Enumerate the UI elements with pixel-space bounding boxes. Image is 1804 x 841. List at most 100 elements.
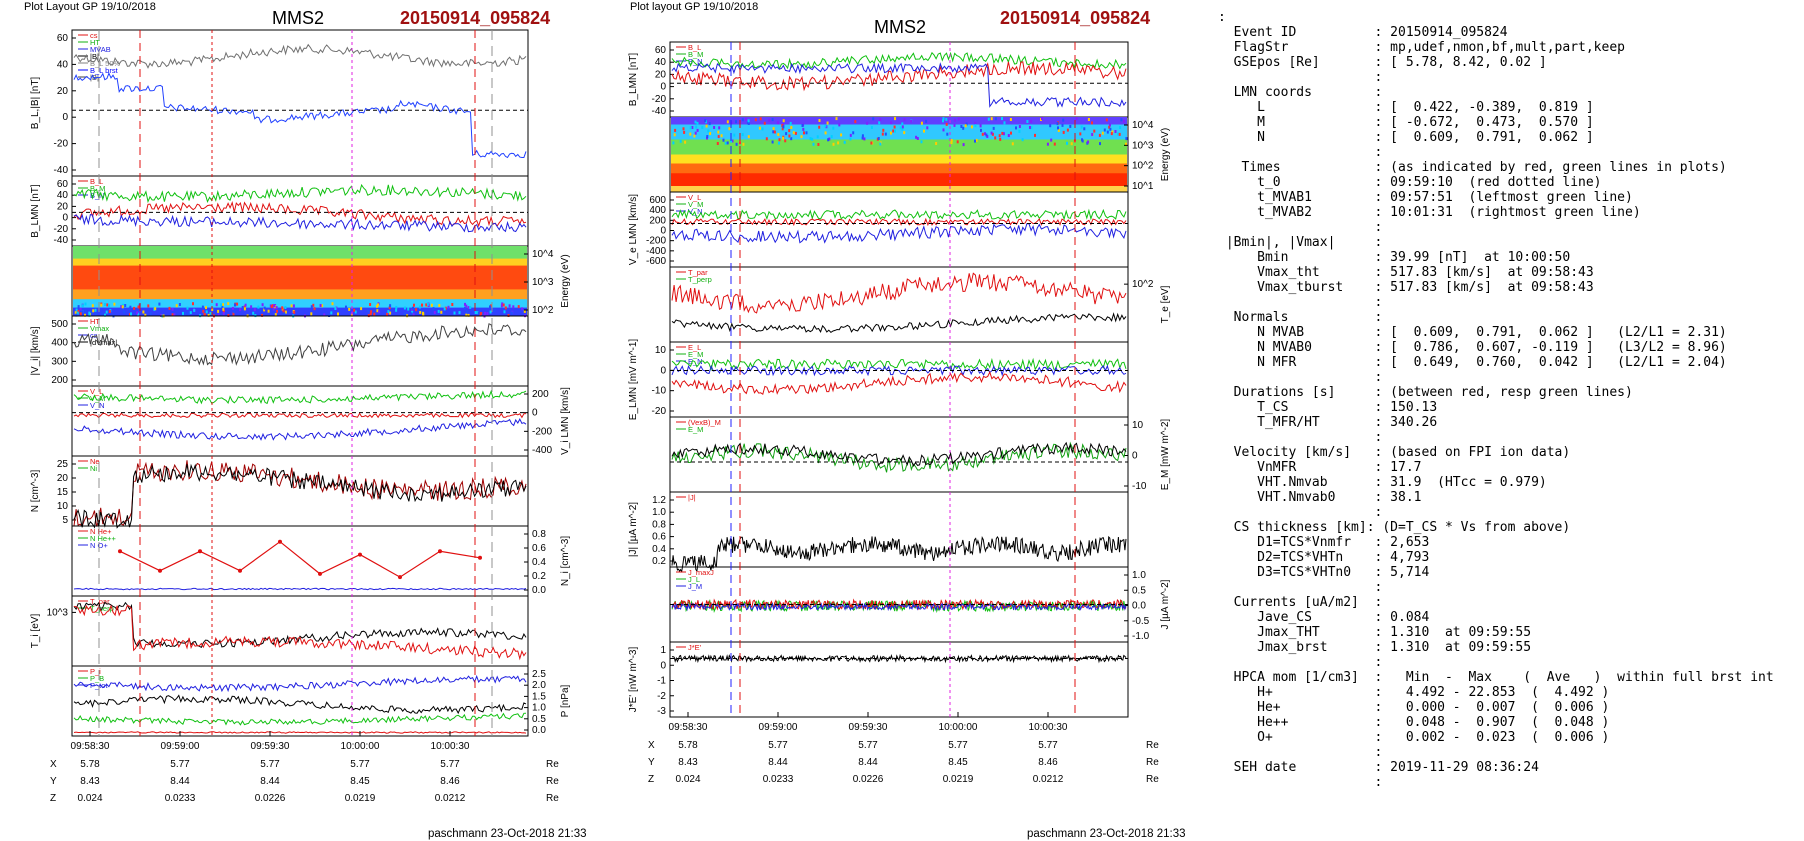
spectrogram-pixel (88, 311, 91, 315)
legend-entry: E_L (688, 343, 701, 352)
x-tick-label: 10:00:30 (1029, 722, 1068, 733)
spectrogram-pixel (840, 133, 843, 137)
spectrogram-pixel (253, 308, 256, 312)
spectrogram-pixel (1111, 130, 1114, 134)
y-tick-label: -400 (646, 246, 666, 257)
legend-entry: cs (90, 331, 98, 340)
y-axis-label: J [µA m^-2] (1160, 579, 1171, 629)
info-line: : (1218, 10, 1226, 25)
spectrogram-pixel (292, 304, 295, 308)
spectrogram-pixel (672, 141, 675, 145)
spectrogram-pixel (222, 307, 225, 311)
spectrogram-pixel (979, 124, 982, 128)
spectrogram-pixel (878, 121, 881, 125)
info-line: t_MVAB1 : 09:57:51 (leftmost green line) (1218, 190, 1633, 205)
spectrogram-pixel (360, 307, 363, 311)
y-tick-label: -10 (1132, 481, 1147, 492)
pos-value: 5.77 (768, 740, 788, 751)
pos-value: 5.77 (858, 740, 878, 751)
y-tick-label: 10^4 (532, 249, 554, 260)
spectrogram-pixel (77, 309, 80, 313)
pos-value: 0.024 (675, 774, 700, 785)
data-trace (73, 731, 527, 734)
spectrogram-pixel (486, 312, 489, 316)
legend-entry: (VexB)_M (688, 418, 721, 427)
info-line: t_MVAB2 : 10:01:31 (rightmost green line… (1218, 205, 1641, 220)
pos-value: 8.46 (1038, 757, 1058, 768)
data-trace (73, 323, 527, 366)
spectrogram-pixel (872, 117, 875, 121)
spectrogram-pixel (782, 136, 785, 140)
info-line: : (1218, 655, 1383, 670)
pos-value: 8.45 (350, 776, 370, 787)
y-tick-label: 25 (57, 459, 69, 470)
spectrogram-pixel (178, 303, 181, 306)
y-tick-label: 500 (51, 319, 68, 330)
spectrogram-pixel (421, 309, 424, 313)
spectrogram-pixel (88, 313, 91, 317)
pos-value: 5.77 (350, 759, 370, 770)
spectrogram-pixel (800, 135, 803, 139)
spectrogram-pixel (778, 138, 781, 142)
spectrogram-pixel (232, 312, 235, 316)
pos-unit: Re (546, 776, 559, 787)
data-trace (671, 312, 1127, 334)
pos-row-label: Y (50, 776, 57, 787)
data-trace (73, 601, 527, 648)
y-tick-label: 400 (649, 205, 666, 216)
spectrogram-pixel (830, 135, 833, 139)
spectrogram-pixel (81, 304, 84, 308)
spectrogram-pixel (1098, 133, 1101, 137)
y-axis-label: B_L,|B| [nT] (30, 77, 41, 130)
left-footer: paschmann 23-Oct-2018 21:33 (428, 828, 587, 840)
spectrogram-pixel (1070, 142, 1073, 146)
spectrogram-pixel (695, 125, 698, 129)
spectrogram-pixel (794, 131, 797, 135)
spectrogram-pixel (310, 312, 313, 316)
info-line: D3=TCS*VHTn0 : 5,714 (1218, 565, 1430, 580)
legend-entry: B_M (688, 50, 703, 59)
spectrogram-pixel (508, 304, 511, 308)
y-tick-label: 20 (57, 86, 69, 97)
spectrogram-pixel (123, 310, 126, 314)
pos-value: 0.0226 (853, 774, 884, 785)
data-trace (671, 364, 1127, 377)
data-trace (73, 43, 527, 69)
info-line: CS thickness [km]: (D=T_CS * Vs from abo… (1218, 520, 1571, 535)
spectrogram-pixel (824, 124, 827, 128)
spectrogram-pixel (186, 306, 189, 310)
spectrogram-pixel (689, 132, 692, 136)
spectrogram-pixel (239, 308, 242, 312)
spectrogram-pixel (950, 139, 953, 142)
spectrogram-pixel (953, 123, 956, 127)
spectrogram-pixel (249, 313, 251, 317)
spectrogram-pixel (901, 122, 904, 126)
spectrogram-pixel (1030, 119, 1033, 123)
data-trace (671, 61, 1127, 92)
spectrogram-pixel (1002, 132, 1005, 136)
spectrogram-pixel (1026, 120, 1029, 123)
y-tick-label: 0.0 (532, 585, 546, 596)
spectrogram-pixel (503, 310, 506, 314)
info-line: O+ : 0.002 - 0.023 ( 0.006 ) (1218, 730, 1610, 745)
middle-figure-title: MMS2 (874, 17, 927, 37)
spectrogram-pixel (854, 120, 857, 124)
spectrogram-pixel (984, 132, 986, 136)
middle-figure-header: Plot layout GP 19/10/2018 (630, 1, 759, 13)
spectrogram-pixel (510, 311, 513, 315)
y-tick-label: 0.5 (532, 714, 546, 725)
y-tick-label: 20 (655, 69, 667, 80)
spectrogram-pixel (925, 119, 928, 123)
data-trace (671, 370, 1127, 396)
y-axis-label: |V_i| [km/s] (30, 326, 41, 375)
legend-entry: HT (90, 38, 100, 47)
spectrogram-pixel (323, 313, 326, 317)
spectrogram-pixel (992, 126, 995, 130)
spectrogram-pixel (273, 304, 276, 308)
spectrogram-pixel (915, 135, 918, 139)
spectrogram-pixel (1010, 131, 1012, 135)
spectrogram-pixel (893, 125, 896, 129)
data-trace (671, 441, 1127, 473)
spectrogram-pixel (1109, 123, 1111, 127)
spectrogram-pixel (811, 137, 814, 141)
